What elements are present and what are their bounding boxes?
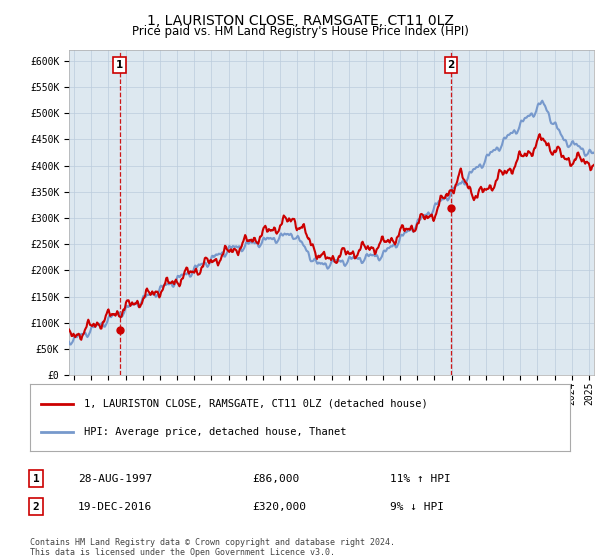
Text: 19-DEC-2016: 19-DEC-2016 bbox=[78, 502, 152, 512]
Text: Contains HM Land Registry data © Crown copyright and database right 2024.
This d: Contains HM Land Registry data © Crown c… bbox=[30, 538, 395, 557]
Text: 1, LAURISTON CLOSE, RAMSGATE, CT11 0LZ: 1, LAURISTON CLOSE, RAMSGATE, CT11 0LZ bbox=[146, 14, 454, 28]
Text: 1, LAURISTON CLOSE, RAMSGATE, CT11 0LZ (detached house): 1, LAURISTON CLOSE, RAMSGATE, CT11 0LZ (… bbox=[84, 399, 428, 409]
Text: 1: 1 bbox=[116, 60, 123, 70]
Text: 9% ↓ HPI: 9% ↓ HPI bbox=[390, 502, 444, 512]
Text: 11% ↑ HPI: 11% ↑ HPI bbox=[390, 474, 451, 484]
Text: Price paid vs. HM Land Registry's House Price Index (HPI): Price paid vs. HM Land Registry's House … bbox=[131, 25, 469, 38]
Text: HPI: Average price, detached house, Thanet: HPI: Average price, detached house, Than… bbox=[84, 427, 347, 437]
Text: 28-AUG-1997: 28-AUG-1997 bbox=[78, 474, 152, 484]
Text: 1: 1 bbox=[32, 474, 40, 484]
Text: 2: 2 bbox=[32, 502, 40, 512]
Text: £320,000: £320,000 bbox=[252, 502, 306, 512]
Text: 2: 2 bbox=[448, 60, 455, 70]
Text: £86,000: £86,000 bbox=[252, 474, 299, 484]
